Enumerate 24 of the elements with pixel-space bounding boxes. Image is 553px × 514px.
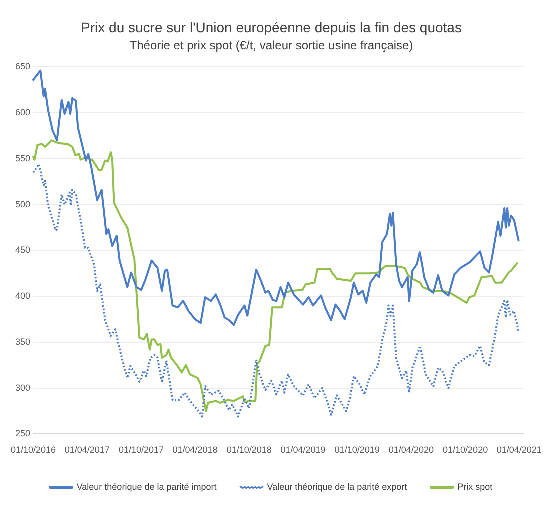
legend-label: Valeur théorique de la parité import — [76, 482, 218, 492]
y-tick-label: 350 — [15, 336, 31, 347]
x-tick-label: 01/10/2019 — [334, 445, 380, 456]
x-tick-label: 01/04/2017 — [64, 445, 110, 456]
y-tick-label: 600 — [15, 108, 31, 118]
x-tick-label: 01/04/2020 — [388, 445, 434, 456]
y-tick-label: 650 — [15, 62, 31, 72]
chart-title: Prix du sucre sur l'Union européenne depuis la fin des quotas — [81, 19, 462, 36]
x-tick-label: 01/10/2017 — [118, 445, 164, 456]
chart-subtitle: Théorie et prix spot (€/t, valeur sortie usine française) — [130, 38, 414, 52]
x-tick-label: 01/04/2021 — [496, 445, 542, 456]
x-tick-label: 01/04/2019 — [280, 445, 326, 456]
x-tick-label: 01/10/2020 — [443, 445, 488, 456]
y-tick-label: 250 — [15, 428, 31, 439]
y-tick-label: 300 — [15, 382, 31, 393]
y-tick-label: 450 — [15, 245, 31, 256]
y-tick-label: 400 — [15, 291, 31, 302]
x-tick-label: 01/04/2018 — [172, 445, 218, 456]
x-tick-label: 01/10/2018 — [226, 445, 272, 456]
x-tick-label: 01/10/2016 — [11, 445, 56, 456]
legend-label: Prix spot — [458, 482, 494, 492]
y-tick-label: 550 — [15, 153, 31, 164]
legend-label: Valeur théorique de la parité export — [267, 482, 408, 492]
y-tick-label: 500 — [15, 199, 31, 210]
